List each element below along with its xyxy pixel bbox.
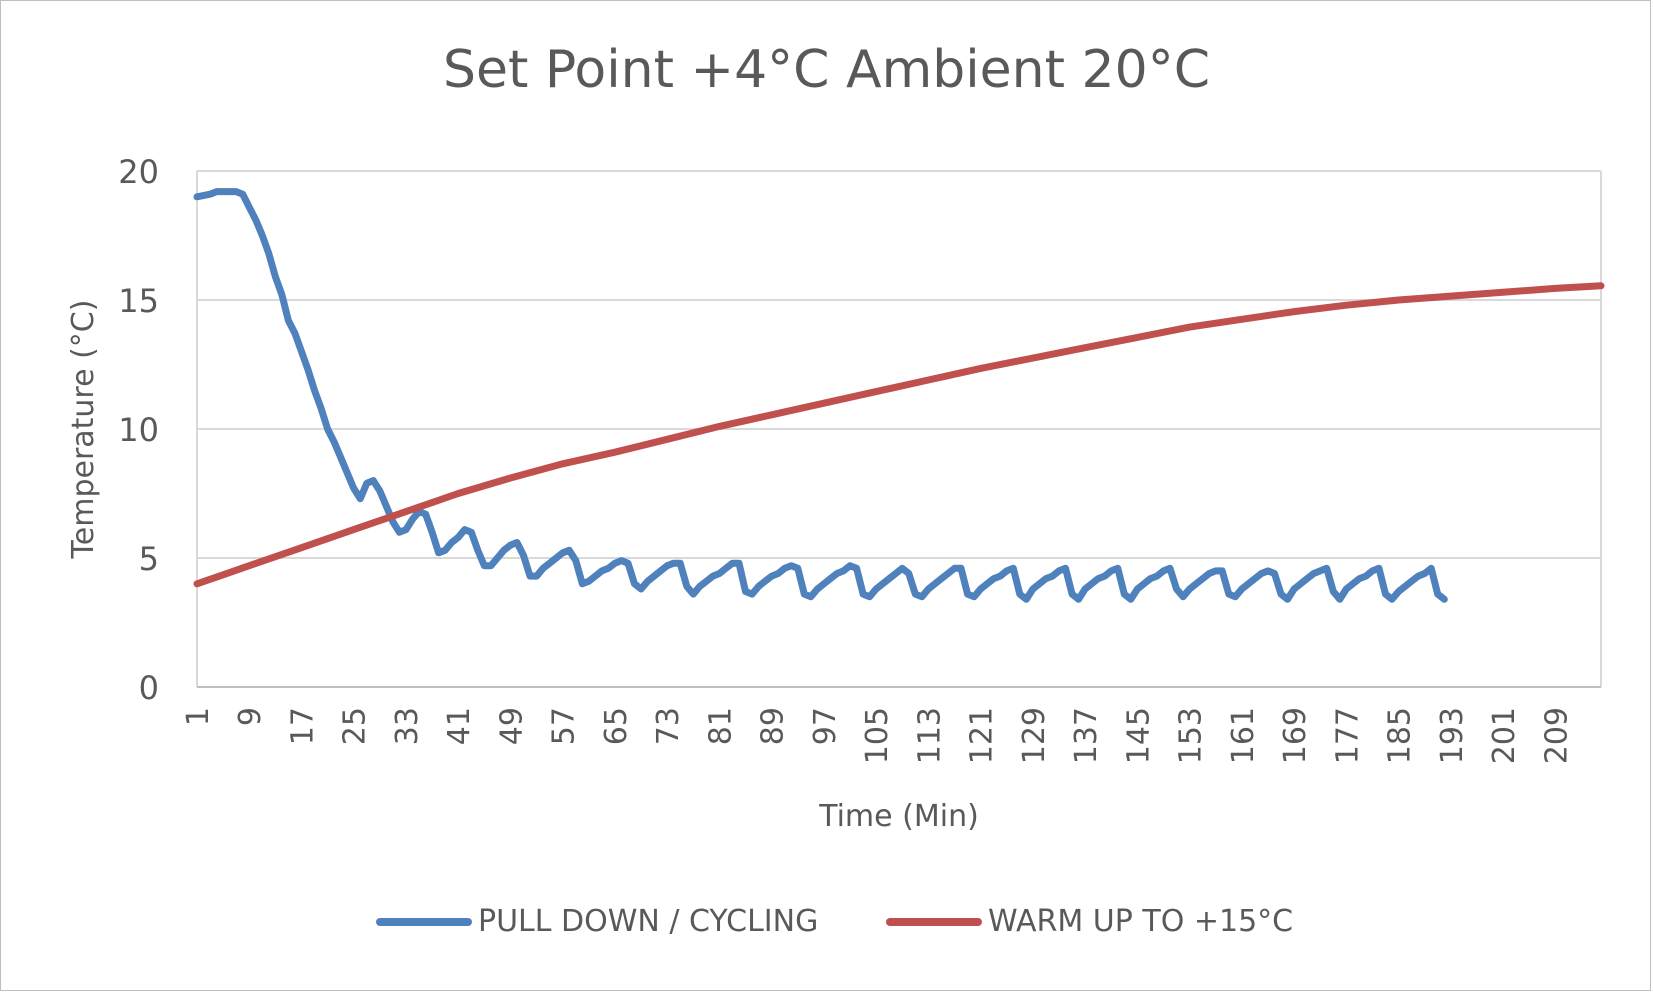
x-tick-label: 9 xyxy=(233,707,268,726)
x-tick-label: 145 xyxy=(1121,707,1156,764)
x-tick-label: 1 xyxy=(181,707,216,726)
x-tick-label: 129 xyxy=(1017,707,1052,764)
x-tick-label: 105 xyxy=(860,707,895,764)
x-tick-label: 73 xyxy=(651,707,686,745)
x-tick-label: 137 xyxy=(1069,707,1104,764)
x-tick-label: 49 xyxy=(494,707,529,745)
series-line-warm-up xyxy=(193,282,1605,588)
x-tick-label: 25 xyxy=(338,707,373,745)
x-tick-label: 17 xyxy=(285,707,320,745)
legend-swatch-warm-up xyxy=(886,917,982,926)
legend-label-pull-down: PULL DOWN / CYCLING xyxy=(478,904,819,939)
x-tick-label: 193 xyxy=(1435,707,1470,764)
x-tick-label: 41 xyxy=(442,707,477,745)
x-tick-label: 65 xyxy=(599,707,634,745)
legend-label-warm-up: WARM UP TO +15°C xyxy=(988,904,1294,939)
x-tick-label: 57 xyxy=(547,707,582,745)
x-tick-label: 201 xyxy=(1487,707,1522,764)
x-tick-label: 97 xyxy=(808,707,843,745)
y-tick-label: 10 xyxy=(118,411,159,449)
y-tick-label: 20 xyxy=(118,153,159,191)
x-tick-label: 209 xyxy=(1539,707,1574,764)
chart-title: Set Point +4°C Ambient 20°C xyxy=(442,40,1211,100)
y-axis-title: Temperature (°C) xyxy=(66,300,101,560)
y-tick-label: 0 xyxy=(139,669,159,707)
x-tick-label: 81 xyxy=(703,707,738,745)
x-tick-label: 33 xyxy=(390,707,425,745)
legend-swatch-pull-down xyxy=(376,917,472,926)
legend-item-warm-up: WARM UP TO +15°C xyxy=(886,904,1293,939)
y-tick-label: 15 xyxy=(118,282,159,320)
x-tick-label: 161 xyxy=(1226,707,1261,764)
x-tick-label: 153 xyxy=(1174,707,1209,764)
chart-legend: PULL DOWN / CYCLING WARM UP TO +15°C xyxy=(0,904,1653,954)
y-tick-label: 5 xyxy=(139,540,159,578)
x-tick-label: 121 xyxy=(965,707,1000,764)
x-axis-title: Time (Min) xyxy=(818,799,979,834)
x-tick-label: 89 xyxy=(756,707,791,745)
series-line-pull-down xyxy=(193,188,1448,603)
x-tick-label: 185 xyxy=(1383,707,1418,764)
legend-item-pull-down: PULL DOWN / CYCLING xyxy=(376,904,818,939)
x-tick-label: 113 xyxy=(912,707,947,764)
x-tick-label: 177 xyxy=(1330,707,1365,764)
x-tick-label: 169 xyxy=(1278,707,1313,764)
